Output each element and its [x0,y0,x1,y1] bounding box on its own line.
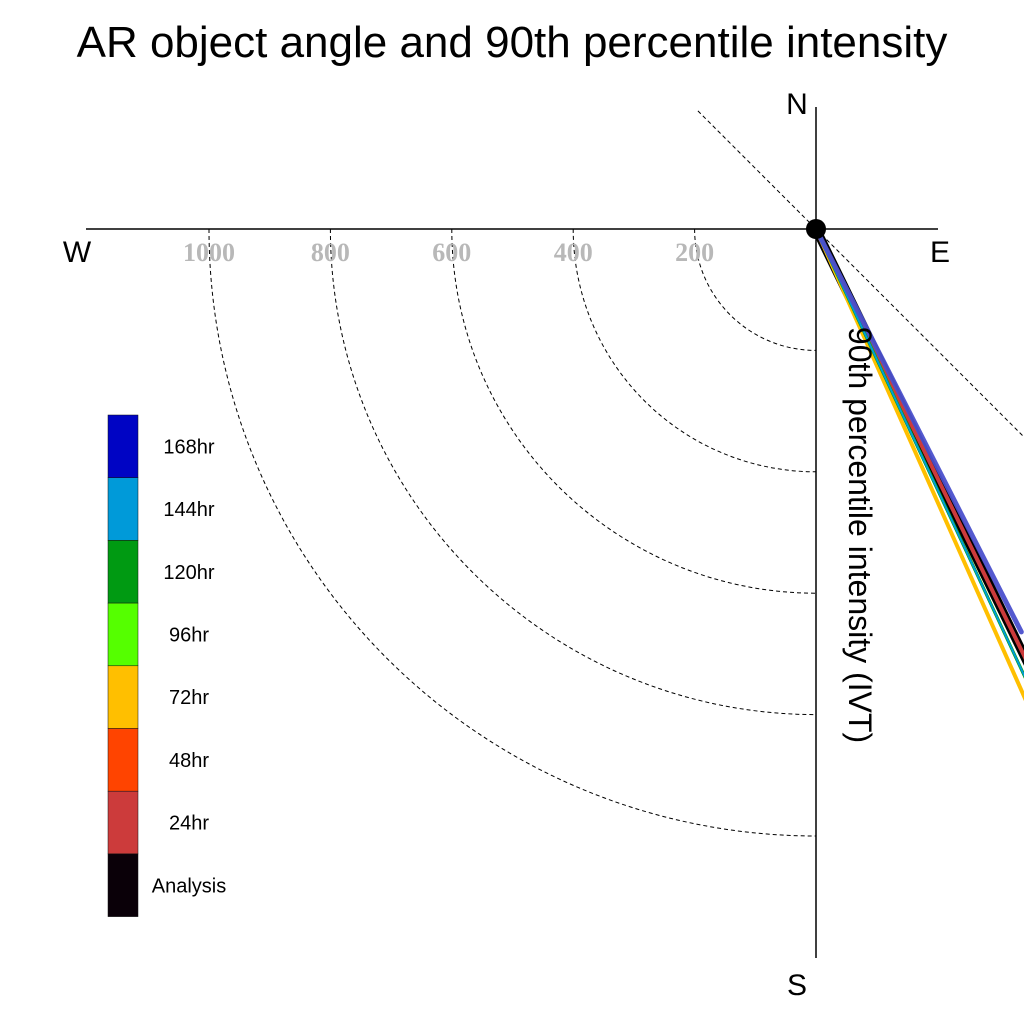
chart-title: AR object angle and 90th percentile inte… [77,18,948,67]
y-axis-label: 90th percentile intensity (IVT) [842,327,878,743]
compass-south-label: S [787,969,807,1002]
legend-swatch-72hr [107,665,139,729]
radial-tick-label: 400 [554,238,593,267]
grid-diagonal [695,108,1024,438]
legend-swatch-48hr [107,728,139,792]
series-line-168hr [813,226,1024,635]
legend-swatch-analysis [107,853,139,917]
legend-label: 120hr [163,562,214,584]
compass-north-label: N [786,88,808,121]
legend-label: 96hr [169,624,209,646]
series-lines [806,219,1024,702]
legend-swatch-96hr [107,602,139,667]
compass-east-label: E [930,236,950,269]
radial-tick-label: 200 [675,238,714,267]
chart-axes [86,107,938,958]
radial-tick-label: 800 [311,238,350,267]
legend-swatch-120hr [107,540,139,604]
series-line-72hr [814,227,1024,702]
legend-label: 72hr [169,687,209,709]
legend-label: Analysis [152,875,226,897]
grid-arc [572,228,817,473]
legend-label: 24hr [169,813,209,835]
legend-label: 168hr [163,436,214,458]
radial-tick-label: 600 [432,238,471,267]
grid-arc [694,228,817,351]
series-line-144hr [815,228,1024,678]
grid-arc [329,228,817,716]
origin-point [806,219,826,239]
legend-swatch-144hr [107,477,139,541]
radial-tick-label: 1000 [183,238,235,267]
grid-arc [208,228,817,837]
legend-swatch-168hr [107,414,139,478]
legend-swatch-24hr [107,790,139,855]
radial-tick-labels: 200 400 600 800 1000 [183,238,714,267]
legend-label: 48hr [169,750,209,772]
grid-arc [451,228,817,594]
legend-label: 144hr [163,499,214,521]
compass-west-label: W [63,236,92,269]
legend: 168hr 144hr 120hr 96hr 72hr 48hr 24hr Analysis [107,414,226,917]
chart-grid [208,108,1024,837]
